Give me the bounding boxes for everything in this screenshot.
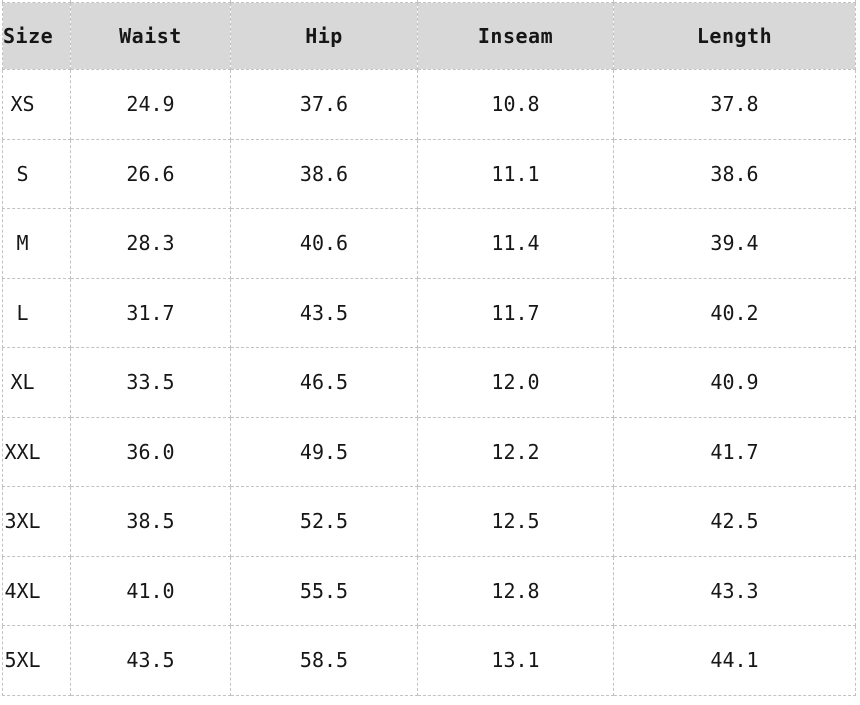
column-header-inseam: Inseam — [417, 2, 614, 70]
size-cell: XXL — [2, 416, 71, 487]
value-cell: 40.2 — [613, 277, 856, 348]
value-cell: 39.4 — [613, 208, 856, 279]
header-row: Size Waist Hip Inseam Length — [2, 2, 856, 70]
table-row: XXL 36.0 49.5 12.2 41.7 — [2, 416, 856, 487]
column-header-length: Length — [613, 2, 856, 70]
value-cell: 40.9 — [613, 347, 856, 418]
value-cell: 38.5 — [70, 486, 231, 557]
table-row: S 26.6 38.6 11.1 38.6 — [2, 138, 856, 209]
value-cell: 12.8 — [417, 555, 614, 626]
value-cell: 11.4 — [417, 208, 614, 279]
table-row: 3XL 38.5 52.5 12.5 42.5 — [2, 486, 856, 557]
value-cell: 33.5 — [70, 347, 231, 418]
size-cell: XS — [2, 69, 71, 140]
table-row: M 28.3 40.6 11.4 39.4 — [2, 208, 856, 279]
value-cell: 28.3 — [70, 208, 231, 279]
value-cell: 46.5 — [230, 347, 418, 418]
size-cell: M — [2, 208, 71, 279]
value-cell: 31.7 — [70, 277, 231, 348]
value-cell: 12.2 — [417, 416, 614, 487]
value-cell: 43.3 — [613, 555, 856, 626]
value-cell: 42.5 — [613, 486, 856, 557]
value-cell: 58.5 — [230, 625, 418, 696]
value-cell: 55.5 — [230, 555, 418, 626]
table-row: 4XL 41.0 55.5 12.8 43.3 — [2, 555, 856, 626]
size-cell: 5XL — [2, 625, 71, 696]
table-body: XS 24.9 37.6 10.8 37.8 S 26.6 38.6 11.1 38.6 M 28.3… — [2, 69, 856, 696]
value-cell: 11.1 — [417, 138, 614, 209]
size-cell: 3XL — [2, 486, 71, 557]
table-row: XS 24.9 37.6 10.8 37.8 — [2, 69, 856, 140]
value-cell: 12.5 — [417, 486, 614, 557]
value-cell: 24.9 — [70, 69, 231, 140]
value-cell: 10.8 — [417, 69, 614, 140]
column-header-waist: Waist — [70, 2, 231, 70]
value-cell: 40.6 — [230, 208, 418, 279]
column-header-size: Size — [2, 2, 71, 70]
size-cell: XL — [2, 347, 71, 418]
value-cell: 26.6 — [70, 138, 231, 209]
table-row: 5XL 43.5 58.5 13.1 44.1 — [2, 625, 856, 696]
value-cell: 12.0 — [417, 347, 614, 418]
value-cell: 36.0 — [70, 416, 231, 487]
value-cell: 41.7 — [613, 416, 856, 487]
value-cell: 13.1 — [417, 625, 614, 696]
value-cell: 49.5 — [230, 416, 418, 487]
value-cell: 43.5 — [70, 625, 231, 696]
table-row: L 31.7 43.5 11.7 40.2 — [2, 277, 856, 348]
table-header: Size Waist Hip Inseam Length — [2, 0, 856, 70]
value-cell: 44.1 — [613, 625, 856, 696]
value-cell: 52.5 — [230, 486, 418, 557]
size-cell: L — [2, 277, 71, 348]
column-header-hip: Hip — [230, 2, 418, 70]
size-cell: S — [2, 138, 71, 209]
value-cell: 41.0 — [70, 555, 231, 626]
value-cell: 38.6 — [230, 138, 418, 209]
size-cell: 4XL — [2, 555, 71, 626]
value-cell: 38.6 — [613, 138, 856, 209]
value-cell: 11.7 — [417, 277, 614, 348]
value-cell: 37.6 — [230, 69, 418, 140]
value-cell: 37.8 — [613, 69, 856, 140]
table-row: XL 33.5 46.5 12.0 40.9 — [2, 347, 856, 418]
value-cell: 43.5 — [230, 277, 418, 348]
